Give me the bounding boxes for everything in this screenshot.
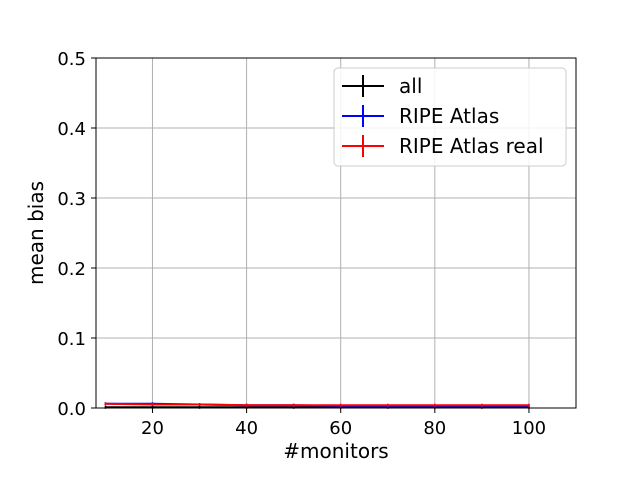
x-tick-label: 60 [329, 418, 352, 439]
legend-entry: RIPE Atlas real [342, 134, 544, 158]
legend-entry: all [342, 74, 422, 98]
y-tick-label: 0.1 [57, 329, 86, 350]
x-tick-label: 100 [512, 418, 546, 439]
y-tick-label: 0.2 [57, 259, 86, 280]
ticks: 20 40 60 80 100 0.0 0.1 0.2 0.3 0.4 0.5 [57, 49, 546, 439]
y-tick-label: 0.3 [57, 189, 86, 210]
series-ripe-atlas-real [104, 402, 530, 407]
y-tick-label: 0.0 [57, 399, 86, 420]
x-tick-label: 80 [423, 418, 446, 439]
x-axis-label: #monitors [283, 439, 388, 463]
x-tick-label: 40 [235, 418, 258, 439]
legend: all RIPE Atlas RIPE Atlas real [333, 67, 567, 167]
legend-label: RIPE Atlas [399, 104, 499, 128]
y-axis-label: mean bias [24, 181, 48, 285]
y-tick-label: 0.5 [57, 49, 86, 70]
legend-entry: RIPE Atlas [342, 104, 499, 128]
legend-box [333, 67, 567, 167]
plot-frame [95, 57, 577, 409]
x-tick-label: 20 [141, 418, 164, 439]
legend-label: RIPE Atlas real [399, 134, 544, 158]
series-line [105, 402, 529, 407]
y-tick-label: 0.4 [57, 119, 86, 140]
legend-label: all [399, 74, 422, 98]
